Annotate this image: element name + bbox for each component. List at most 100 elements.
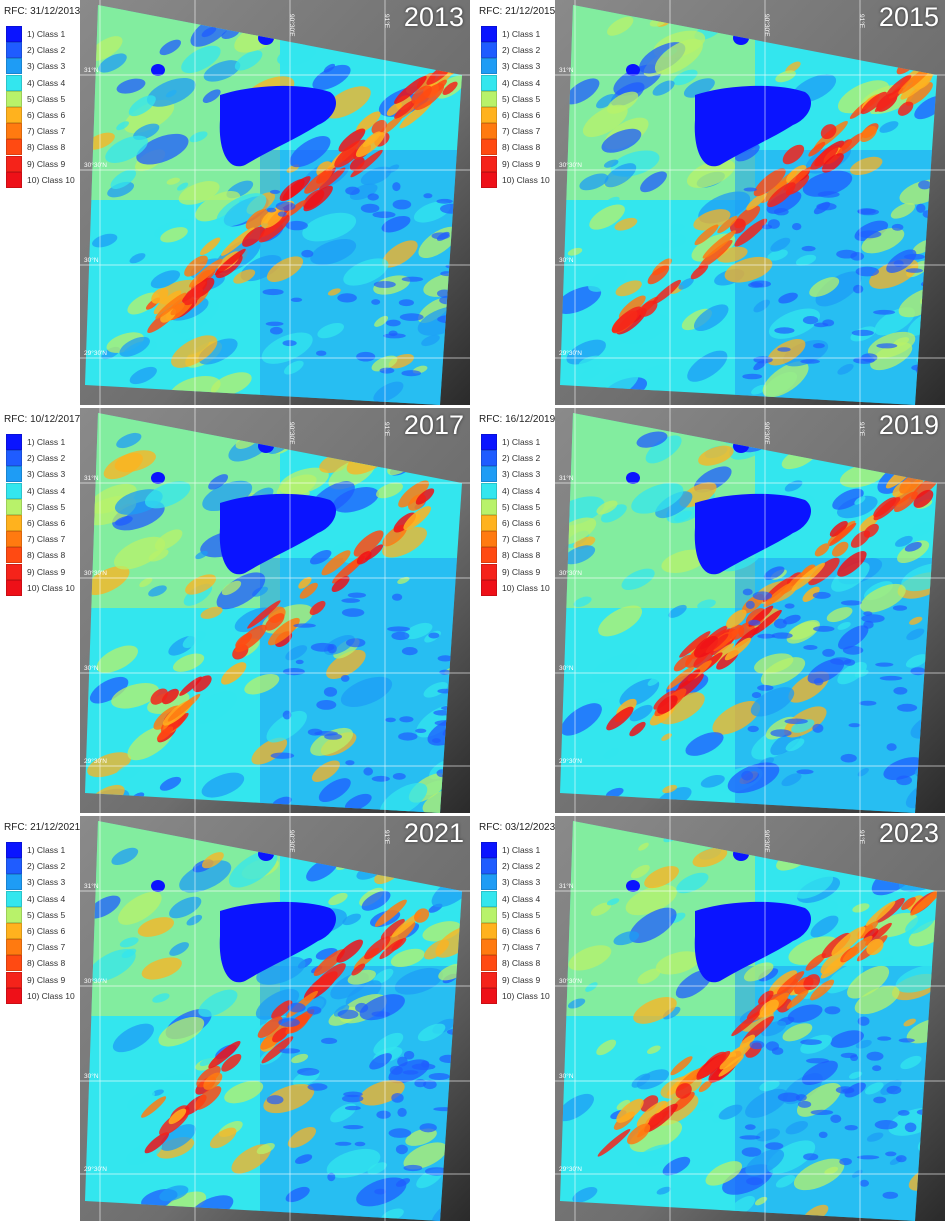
- map-panel-2019: 90°30'E 91°E 31°N 30°30'N 30°N 29°30'N R…: [475, 408, 945, 813]
- legend-swatch: [6, 155, 22, 172]
- legend-item: 9) Class 9: [481, 971, 550, 988]
- legend: 1) Class 1 2) Class 2 3) Class 3 4) Clas…: [6, 434, 75, 596]
- grid-label: 91°E: [858, 830, 866, 845]
- year-label: 2013: [403, 2, 464, 32]
- grid-label: 91°E: [383, 14, 391, 29]
- legend-item: 9) Class 9: [6, 155, 75, 172]
- legend-label: 7) Class 7: [502, 942, 541, 953]
- legend-item: 1) Class 1: [481, 26, 550, 43]
- legend-item: 6) Class 6: [481, 923, 550, 940]
- legend-label: 10) Class 10: [27, 582, 75, 593]
- legend-swatch: [481, 123, 497, 140]
- legend-item: 3) Class 3: [6, 58, 75, 75]
- graticule: [80, 816, 470, 1221]
- legend-swatch: [6, 482, 22, 499]
- legend-swatch: [6, 123, 22, 140]
- grid-label: 90°30'E: [288, 14, 296, 37]
- grid-label: 30°N: [559, 256, 574, 264]
- legend-swatch: [6, 74, 22, 91]
- legend-label: 5) Class 5: [502, 93, 541, 104]
- legend-label: 10) Class 10: [502, 174, 550, 185]
- legend-label: 5) Class 5: [502, 909, 541, 920]
- lake: [694, 493, 812, 575]
- legend-label: 4) Class 4: [27, 77, 66, 88]
- legend-swatch: [6, 90, 22, 107]
- grid-label: 30°N: [84, 256, 99, 264]
- legend-swatch: [6, 434, 22, 451]
- legend-label: 7) Class 7: [502, 126, 541, 137]
- legend-item: 3) Class 3: [6, 874, 75, 891]
- legend-item: 4) Class 4: [6, 74, 75, 91]
- small-lake: [626, 64, 640, 76]
- graticule-labels: 90°30'E 91°E 31°N 30°30'N 30°N 29°30'N: [559, 830, 866, 1173]
- legend-item: 4) Class 4: [481, 74, 550, 91]
- legend-swatch: [6, 923, 22, 940]
- legend-label: 9) Class 9: [502, 158, 541, 169]
- legend-swatch: [6, 987, 22, 1004]
- grid-label: 29°30'N: [84, 349, 107, 357]
- legend-swatch: [481, 107, 497, 124]
- legend-item: 10) Class 10: [481, 171, 550, 188]
- legend-label: 4) Class 4: [27, 485, 66, 496]
- classified-raster: [560, 413, 937, 813]
- legend-swatch: [6, 515, 22, 532]
- legend-swatch: [481, 434, 497, 451]
- legend-label: 6) Class 6: [27, 926, 66, 937]
- legend-swatch: [481, 466, 497, 483]
- legend-item: 6) Class 6: [6, 923, 75, 940]
- classified-raster: [560, 821, 937, 1221]
- grid-label: 91°E: [858, 14, 866, 29]
- legend-item: 6) Class 6: [6, 107, 75, 124]
- legend-swatch: [481, 58, 497, 75]
- grid-label: 31°N: [84, 474, 99, 482]
- grid-label: 31°N: [559, 66, 574, 74]
- legend-item: 9) Class 9: [481, 155, 550, 172]
- legend-item: 1) Class 1: [481, 434, 550, 451]
- legend-item: 1) Class 1: [6, 26, 75, 43]
- legend-label: 1) Class 1: [502, 845, 541, 856]
- legend-label: 8) Class 8: [27, 142, 66, 153]
- grid-label: 91°E: [383, 422, 391, 437]
- legend-label: 3) Class 3: [27, 877, 66, 888]
- rfc-date: RFC: 10/12/2017: [4, 414, 81, 425]
- legend-item: 8) Class 8: [6, 139, 75, 156]
- legend-swatch: [481, 139, 497, 156]
- grid-label: 30°30'N: [84, 569, 107, 577]
- legend-item: 3) Class 3: [481, 58, 550, 75]
- legend-swatch: [6, 874, 22, 891]
- legend-label: 6) Class 6: [27, 518, 66, 529]
- grid-label: 91°E: [383, 830, 391, 845]
- legend-swatch: [6, 171, 22, 188]
- lake: [694, 901, 812, 983]
- legend-swatch: [481, 890, 497, 907]
- grid-label: 29°30'N: [559, 757, 582, 765]
- graticule: [80, 0, 470, 405]
- legend-swatch: [481, 26, 497, 43]
- year-label: 2017: [403, 410, 464, 440]
- grid-label: 30°30'N: [559, 161, 582, 169]
- legend-item: 4) Class 4: [481, 890, 550, 907]
- legend-swatch: [481, 74, 497, 91]
- legend-label: 2) Class 2: [502, 453, 541, 464]
- legend-item: 8) Class 8: [481, 955, 550, 972]
- legend-label: 3) Class 3: [502, 469, 541, 480]
- small-lake: [626, 472, 640, 484]
- legend-label: 7) Class 7: [27, 942, 66, 953]
- legend-label: 8) Class 8: [502, 550, 541, 561]
- legend-label: 7) Class 7: [502, 534, 541, 545]
- legend-swatch: [481, 547, 497, 564]
- legend-item: 6) Class 6: [481, 515, 550, 532]
- legend-item: 5) Class 5: [6, 90, 75, 107]
- graticule-labels: 90°30'E 91°E 31°N 30°30'N 30°N 29°30'N: [559, 14, 866, 357]
- legend-item: 9) Class 9: [6, 971, 75, 988]
- legend-item: 9) Class 9: [481, 563, 550, 580]
- legend-swatch: [6, 498, 22, 515]
- grid-label: 29°30'N: [84, 1165, 107, 1173]
- legend-swatch: [481, 482, 497, 499]
- graticule: [555, 408, 945, 813]
- legend-item: 4) Class 4: [6, 482, 75, 499]
- map-panel-2021: 90°30'E 91°E 31°N 30°30'N 30°N 29°30'N R…: [0, 816, 470, 1221]
- small-lake: [151, 64, 165, 76]
- graticule-labels: 90°30'E 91°E 31°N 30°30'N 30°N 29°30'N: [84, 14, 391, 357]
- legend-swatch: [6, 466, 22, 483]
